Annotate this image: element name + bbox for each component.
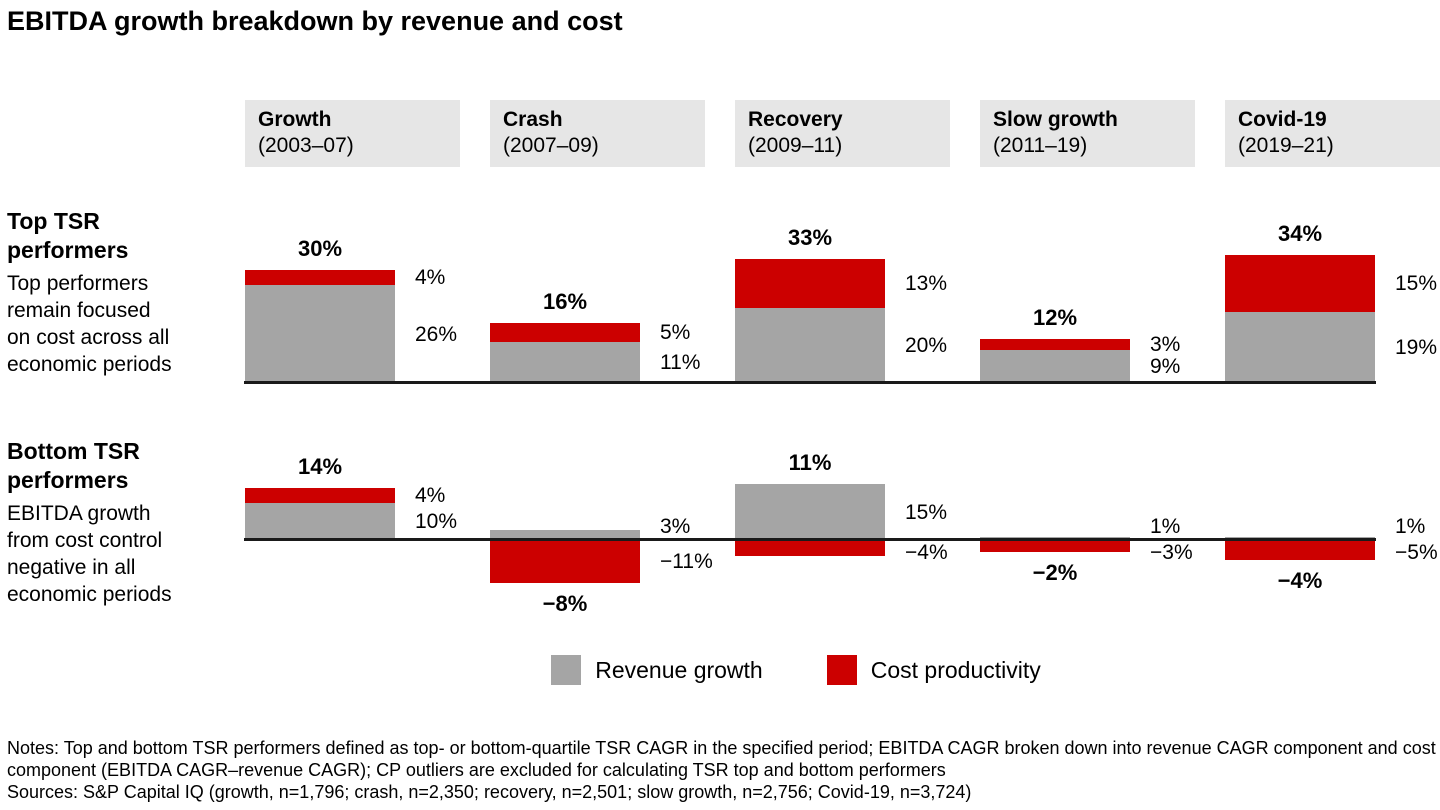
total-label-bottom-crash: −8%: [542, 591, 588, 616]
total-label-top-growth: 30%: [297, 236, 343, 261]
cost-value-label-bottom-crash: −11%: [660, 550, 713, 573]
period-range: (2003–07): [258, 134, 354, 157]
total-label-bottom-slow-growth: −2%: [1032, 560, 1078, 585]
cost-segment-top-covid-19: [1225, 255, 1375, 312]
cost-segment-bottom-recovery: [735, 541, 885, 556]
revenue-value-label-bottom-crash: 3%: [660, 515, 691, 538]
cost-value-label-bottom-covid-19: −5%: [1395, 541, 1438, 564]
period-name: Recovery: [748, 108, 843, 131]
legend-label: Cost productivity: [870, 656, 1041, 683]
row-title: Bottom TSR performers: [7, 438, 140, 493]
cost-value-label-bottom-slow-growth: −3%: [1150, 541, 1193, 564]
cost-value-label-bottom-growth: 4%: [415, 484, 446, 507]
total-label-bottom-growth: 14%: [297, 454, 343, 479]
cost-segment-bottom-covid-19: [1225, 541, 1375, 560]
revenue-value-label-bottom-recovery: 15%: [905, 501, 948, 524]
cost-segment-bottom-slow-growth: [980, 541, 1130, 552]
revenue-segment-bottom-growth: [245, 503, 395, 541]
cost-segment-top-growth: [245, 270, 395, 285]
cost-value-label-bottom-recovery: −4%: [905, 541, 948, 564]
period-name: Growth: [258, 108, 332, 131]
total-label-top-slow-growth: 12%: [1032, 305, 1078, 330]
total-label-bottom-covid-19: −4%: [1277, 568, 1323, 593]
period-range: (2007–09): [503, 134, 599, 157]
notes-text: Notes: Top and bottom TSR performers def…: [7, 738, 1436, 780]
cost-productivity-swatch-icon: [826, 655, 857, 685]
revenue-value-label-top-covid-19: 19%: [1395, 336, 1438, 359]
revenue-growth-swatch-icon: [551, 655, 582, 685]
revenue-value-label-top-slow-growth: 9%: [1150, 355, 1181, 378]
revenue-segment-top-slow-growth: [980, 350, 1130, 384]
row-label-top-tsr: Top TSR performers Top performers remain…: [7, 207, 215, 378]
period-header-covid-19: Covid-19 (2019–21): [1225, 100, 1440, 167]
cost-value-label-top-growth: 4%: [415, 266, 446, 289]
total-label-top-recovery: 33%: [787, 225, 833, 250]
legend-label: Revenue growth: [595, 656, 763, 683]
revenue-segment-bottom-crash: [490, 530, 640, 541]
cost-value-label-top-crash: 5%: [660, 321, 691, 344]
period-name: Covid-19: [1238, 108, 1327, 131]
revenue-value-label-top-recovery: 20%: [905, 334, 948, 357]
revenue-segment-bottom-recovery: [735, 484, 885, 541]
revenue-value-label-bottom-covid-19: 1%: [1395, 515, 1426, 538]
axis-line-bottom: [244, 538, 1376, 541]
sources-text: Sources: S&P Capital IQ (growth, n=1,796…: [7, 782, 972, 802]
period-header-recovery: Recovery (2009–11): [735, 100, 950, 167]
period-range: (2009–11): [748, 134, 843, 157]
period-name: Crash: [503, 108, 563, 131]
footnotes: Notes: Top and bottom TSR performers def…: [7, 737, 1437, 803]
revenue-value-label-top-crash: 11%: [660, 351, 701, 374]
revenue-value-label-bottom-slow-growth: 1%: [1150, 515, 1181, 538]
period-header-slow-growth: Slow growth (2011–19): [980, 100, 1195, 167]
total-label-top-covid-19: 34%: [1277, 221, 1323, 246]
row-description: EBITDA growth from cost control negative…: [7, 502, 172, 606]
period-range: (2011–19): [993, 134, 1088, 157]
axis-line-top: [244, 381, 1376, 384]
cost-segment-top-slow-growth: [980, 339, 1130, 350]
cost-segment-top-recovery: [735, 259, 885, 308]
revenue-segment-top-growth: [245, 285, 395, 384]
period-range: (2019–21): [1238, 134, 1334, 157]
legend-item-cost-productivity: Cost productivity: [826, 655, 1041, 685]
revenue-segment-top-crash: [490, 342, 640, 384]
period-header-crash: Crash (2007–09): [490, 100, 705, 167]
revenue-value-label-top-growth: 26%: [415, 323, 458, 346]
cost-value-label-top-recovery: 13%: [905, 272, 948, 295]
revenue-segment-top-recovery: [735, 308, 885, 384]
cost-segment-bottom-growth: [245, 488, 395, 503]
revenue-segment-top-covid-19: [1225, 312, 1375, 384]
total-label-top-crash: 16%: [542, 289, 588, 314]
legend-item-revenue-growth: Revenue growth: [551, 655, 763, 685]
row-description: Top performers remain focused on cost ac…: [7, 272, 172, 376]
cost-value-label-top-covid-19: 15%: [1395, 272, 1438, 295]
period-name: Slow growth: [993, 108, 1118, 131]
chart-title: EBITDA growth breakdown by revenue and c…: [7, 6, 623, 36]
cost-segment-bottom-crash: [490, 541, 640, 583]
cost-segment-top-crash: [490, 323, 640, 342]
total-label-bottom-recovery: 11%: [788, 450, 832, 475]
revenue-value-label-bottom-growth: 10%: [415, 510, 458, 533]
legend: Revenue growth Cost productivity: [76, 655, 1440, 685]
row-label-bottom-tsr: Bottom TSR performers EBITDA growth from…: [7, 437, 215, 608]
cost-value-label-top-slow-growth: 3%: [1150, 333, 1181, 356]
period-header-growth: Growth (2003–07): [245, 100, 460, 167]
row-title: Top TSR performers: [7, 208, 129, 263]
